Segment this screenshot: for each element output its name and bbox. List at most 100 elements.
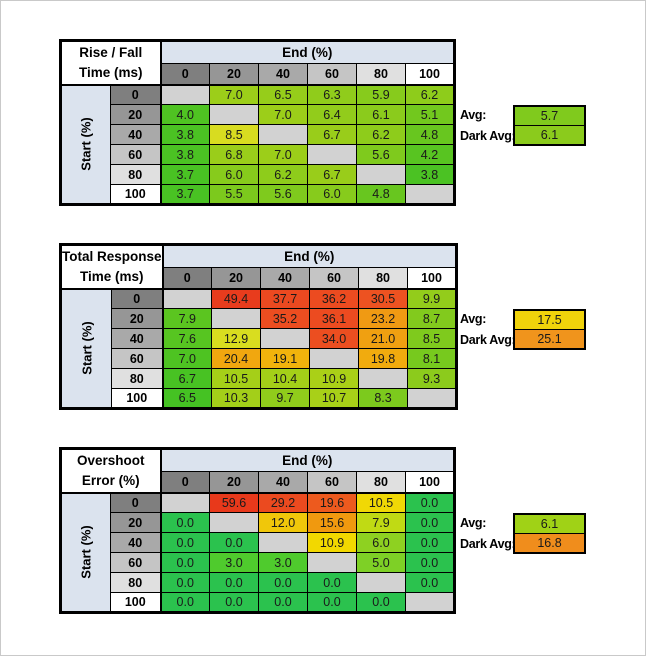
row-header-cell[interactable]: 20 bbox=[111, 308, 164, 329]
data-cell[interactable]: 7.0 bbox=[162, 348, 213, 369]
col-header-cell[interactable]: 0 bbox=[160, 63, 210, 86]
row-header-cell[interactable]: 40 bbox=[110, 124, 162, 145]
data-cell[interactable]: 10.4 bbox=[260, 368, 311, 389]
data-cell[interactable]: 21.0 bbox=[358, 328, 409, 349]
row-header-cell[interactable]: 0 bbox=[110, 492, 162, 513]
data-cell[interactable]: 0.0 bbox=[160, 592, 210, 613]
table-title-cell[interactable]: Overshoot Error (%) bbox=[60, 448, 162, 494]
dark-avg-value-cell[interactable]: 16.8 bbox=[513, 533, 586, 554]
data-cell[interactable]: 6.2 bbox=[405, 84, 455, 105]
end-axis-label[interactable]: End (%) bbox=[160, 448, 455, 472]
col-header-cell[interactable]: 40 bbox=[258, 471, 308, 494]
data-cell[interactable]: 6.4 bbox=[307, 104, 357, 125]
data-cell[interactable]: 0.0 bbox=[160, 572, 210, 593]
data-cell[interactable]: 3.0 bbox=[209, 552, 259, 573]
data-cell[interactable]: 6.0 bbox=[307, 184, 357, 205]
data-cell[interactable]: 0.0 bbox=[356, 592, 406, 613]
diagonal-blank-cell[interactable] bbox=[209, 104, 259, 125]
diagonal-blank-cell[interactable] bbox=[258, 124, 308, 145]
data-cell[interactable]: 7.9 bbox=[356, 512, 406, 533]
col-header-cell[interactable]: 20 bbox=[209, 63, 259, 86]
col-header-cell[interactable]: 80 bbox=[358, 267, 409, 290]
data-cell[interactable]: 0.0 bbox=[405, 532, 455, 553]
data-cell[interactable]: 9.3 bbox=[407, 368, 458, 389]
data-cell[interactable]: 12.0 bbox=[258, 512, 308, 533]
data-cell[interactable]: 7.9 bbox=[162, 308, 213, 329]
end-axis-label[interactable]: End (%) bbox=[160, 40, 455, 64]
col-header-cell[interactable]: 20 bbox=[211, 267, 262, 290]
data-cell[interactable]: 7.0 bbox=[258, 104, 308, 125]
data-cell[interactable]: 0.0 bbox=[307, 572, 357, 593]
data-cell[interactable]: 12.9 bbox=[211, 328, 262, 349]
data-cell[interactable]: 8.3 bbox=[358, 388, 409, 409]
data-cell[interactable]: 10.3 bbox=[211, 388, 262, 409]
data-cell[interactable]: 15.6 bbox=[307, 512, 357, 533]
data-cell[interactable]: 3.8 bbox=[405, 164, 455, 185]
dark-avg-value-cell[interactable]: 6.1 bbox=[513, 125, 586, 146]
col-header-cell[interactable]: 100 bbox=[407, 267, 458, 290]
data-cell[interactable]: 10.5 bbox=[211, 368, 262, 389]
data-cell[interactable]: 6.2 bbox=[258, 164, 308, 185]
data-cell[interactable]: 19.1 bbox=[260, 348, 311, 369]
row-header-cell[interactable]: 0 bbox=[110, 84, 162, 105]
row-header-cell[interactable]: 40 bbox=[110, 532, 162, 553]
data-cell[interactable]: 6.7 bbox=[307, 124, 357, 145]
data-cell[interactable]: 3.7 bbox=[160, 164, 210, 185]
table-title-cell[interactable]: Rise / Fall Time (ms) bbox=[60, 40, 162, 86]
data-cell[interactable]: 0.0 bbox=[405, 552, 455, 573]
data-cell[interactable]: 30.5 bbox=[358, 288, 409, 309]
row-header-cell[interactable]: 80 bbox=[111, 368, 164, 389]
data-cell[interactable]: 5.5 bbox=[209, 184, 259, 205]
data-cell[interactable]: 6.7 bbox=[162, 368, 213, 389]
data-cell[interactable]: 5.0 bbox=[356, 552, 406, 573]
start-axis-cell[interactable]: Start (%) bbox=[60, 84, 111, 205]
diagonal-blank-cell[interactable] bbox=[160, 84, 210, 105]
data-cell[interactable]: 10.7 bbox=[309, 388, 360, 409]
row-header-cell[interactable]: 20 bbox=[110, 512, 162, 533]
data-cell[interactable]: 6.7 bbox=[307, 164, 357, 185]
diagonal-blank-cell[interactable] bbox=[307, 144, 357, 165]
row-header-cell[interactable]: 0 bbox=[111, 288, 164, 309]
diagonal-blank-cell[interactable] bbox=[356, 164, 406, 185]
data-cell[interactable]: 0.0 bbox=[209, 532, 259, 553]
col-header-cell[interactable]: 80 bbox=[356, 63, 406, 86]
diagonal-blank-cell[interactable] bbox=[405, 592, 455, 613]
data-cell[interactable]: 10.9 bbox=[309, 368, 360, 389]
data-cell[interactable]: 49.4 bbox=[211, 288, 262, 309]
end-axis-label[interactable]: End (%) bbox=[162, 244, 458, 268]
col-header-cell[interactable]: 60 bbox=[307, 63, 357, 86]
data-cell[interactable]: 3.7 bbox=[160, 184, 210, 205]
row-header-cell[interactable]: 100 bbox=[110, 592, 162, 613]
diagonal-blank-cell[interactable] bbox=[211, 308, 262, 329]
row-header-cell[interactable]: 40 bbox=[111, 328, 164, 349]
start-axis-cell[interactable]: Start (%) bbox=[59, 288, 113, 409]
row-header-cell[interactable]: 80 bbox=[110, 164, 162, 185]
data-cell[interactable]: 34.0 bbox=[309, 328, 360, 349]
row-header-cell[interactable]: 80 bbox=[110, 572, 162, 593]
col-header-cell[interactable]: 0 bbox=[162, 267, 213, 290]
data-cell[interactable]: 6.5 bbox=[258, 84, 308, 105]
data-cell[interactable]: 5.1 bbox=[405, 104, 455, 125]
data-cell[interactable]: 0.0 bbox=[405, 572, 455, 593]
data-cell[interactable]: 0.0 bbox=[405, 512, 455, 533]
col-header-cell[interactable]: 60 bbox=[307, 471, 357, 494]
data-cell[interactable]: 36.2 bbox=[309, 288, 360, 309]
data-cell[interactable]: 0.0 bbox=[160, 512, 210, 533]
data-cell[interactable]: 29.2 bbox=[258, 492, 308, 513]
data-cell[interactable]: 0.0 bbox=[405, 492, 455, 513]
data-cell[interactable]: 3.8 bbox=[160, 124, 210, 145]
data-cell[interactable]: 20.4 bbox=[211, 348, 262, 369]
data-cell[interactable]: 37.7 bbox=[260, 288, 311, 309]
data-cell[interactable]: 4.8 bbox=[356, 184, 406, 205]
row-header-cell[interactable]: 60 bbox=[110, 552, 162, 573]
data-cell[interactable]: 7.0 bbox=[258, 144, 308, 165]
row-header-cell[interactable]: 60 bbox=[110, 144, 162, 165]
data-cell[interactable]: 5.9 bbox=[356, 84, 406, 105]
avg-value-cell[interactable]: 6.1 bbox=[513, 513, 586, 534]
diagonal-blank-cell[interactable] bbox=[209, 512, 259, 533]
data-cell[interactable]: 8.1 bbox=[407, 348, 458, 369]
diagonal-blank-cell[interactable] bbox=[160, 492, 210, 513]
data-cell[interactable]: 8.5 bbox=[209, 124, 259, 145]
col-header-cell[interactable]: 60 bbox=[309, 267, 360, 290]
data-cell[interactable]: 10.9 bbox=[307, 532, 357, 553]
